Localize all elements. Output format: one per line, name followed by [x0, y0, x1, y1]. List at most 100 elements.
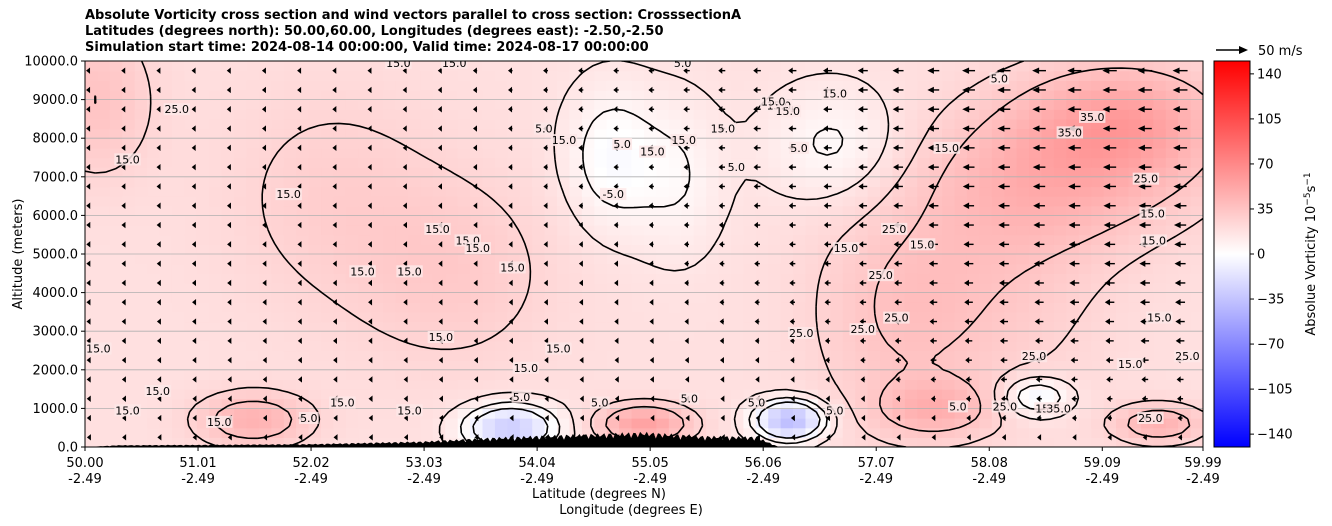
heat-cell: [221, 176, 235, 188]
heat-cell: [345, 234, 359, 245]
heat-cell: [1041, 89, 1055, 101]
heat-cell: [1066, 225, 1080, 236]
heat-cell: [258, 157, 272, 168]
wind-vector-head: [614, 395, 619, 402]
heat-cell: [1178, 176, 1192, 188]
wind-vector-head: [402, 67, 407, 74]
heat-cell: [122, 418, 136, 429]
heat-cell: [494, 147, 508, 159]
heat-cell: [122, 263, 136, 274]
heat-cell: [805, 167, 819, 178]
heat-cell: [432, 186, 446, 197]
heat-cell: [817, 109, 831, 120]
heat-cell: [706, 398, 720, 409]
heat-cell: [432, 244, 446, 255]
heat-cell: [85, 254, 99, 265]
heat-cell: [246, 109, 260, 120]
heat-cell: [85, 138, 99, 149]
heat-cell: [1053, 196, 1067, 207]
heat-cell: [209, 379, 223, 390]
heat-cell: [606, 176, 620, 188]
heat-cell: [855, 311, 869, 323]
heat-cell: [432, 89, 446, 101]
heat-cell: [966, 273, 980, 284]
heat-cell: [333, 80, 347, 91]
heat-cell: [122, 128, 136, 139]
heat-cell: [743, 340, 757, 352]
heat-cell: [1016, 398, 1030, 409]
heat-cell: [370, 292, 384, 303]
heat-cell: [494, 167, 508, 178]
heat-cell: [569, 109, 583, 120]
heat-cell: [619, 302, 633, 313]
contour-label: 15.0: [500, 261, 525, 274]
wind-vector-head: [755, 376, 760, 383]
heat-cell: [85, 147, 99, 159]
heat-cell: [1103, 302, 1117, 313]
heat-cell: [1066, 215, 1080, 226]
heat-cell: [494, 157, 508, 168]
heat-cell: [569, 408, 583, 419]
heat-cell: [755, 302, 769, 313]
heat-cell: [1190, 389, 1203, 400]
heat-cell: [1116, 176, 1130, 188]
heat-cell: [904, 99, 918, 110]
heat-cell: [1128, 70, 1142, 81]
heat-cell: [507, 331, 521, 342]
wind-vector-head: [156, 125, 161, 132]
contour-label-bg: [1020, 350, 1048, 363]
wind-vector-head: [1172, 125, 1180, 132]
heat-cell: [768, 408, 782, 419]
heat-cell: [97, 427, 111, 438]
heat-cell: [1053, 437, 1067, 447]
heat-cell: [942, 254, 956, 265]
heat-cell: [619, 398, 633, 409]
heat-cell: [1091, 147, 1105, 159]
heat-cell: [755, 118, 769, 130]
heat-cell: [718, 147, 732, 159]
heat-cell: [904, 302, 918, 313]
heat-cell: [1165, 167, 1179, 178]
heat-cell: [557, 389, 571, 400]
heat-cell: [1128, 389, 1142, 400]
heat-cell: [880, 331, 894, 342]
heat-cell: [184, 167, 198, 178]
heat-cell: [109, 176, 123, 188]
heat-cell: [805, 437, 819, 447]
heat-cell: [743, 254, 757, 265]
heat-cell: [606, 128, 620, 139]
heat-cell: [544, 109, 558, 120]
wind-vector-head: [720, 376, 725, 383]
heat-cell: [370, 311, 384, 323]
heat-cell: [557, 418, 571, 429]
wind-vector-head: [121, 318, 126, 325]
heat-cell: [730, 379, 744, 390]
heat-cell: [395, 225, 409, 236]
heat-cell: [656, 157, 670, 168]
heat-cell: [1128, 225, 1142, 236]
heat-cell: [283, 331, 297, 342]
wind-vector-head: [86, 86, 91, 94]
wind-vector-head: [929, 337, 934, 345]
heat-cell: [830, 157, 844, 168]
heat-cell: [706, 147, 720, 159]
heat-cell: [991, 321, 1005, 332]
heat-cell: [693, 302, 707, 313]
heat-cell: [482, 61, 496, 72]
heat-cell: [445, 118, 459, 130]
heat-cell: [830, 234, 844, 245]
heat-cell: [258, 99, 272, 110]
heat-cell: [147, 99, 161, 110]
heat-cell: [333, 225, 347, 236]
heat-cell: [420, 408, 434, 419]
heat-cell: [482, 99, 496, 110]
heat-cell: [109, 80, 123, 91]
heat-cell: [706, 176, 720, 188]
heat-cell: [557, 302, 571, 313]
heat-cell: [507, 340, 521, 352]
heat-cell: [991, 118, 1005, 130]
heat-cell: [867, 128, 881, 139]
contour-label: 15.0: [776, 105, 801, 118]
heat-cell: [283, 225, 297, 236]
heat-cell: [407, 80, 421, 91]
